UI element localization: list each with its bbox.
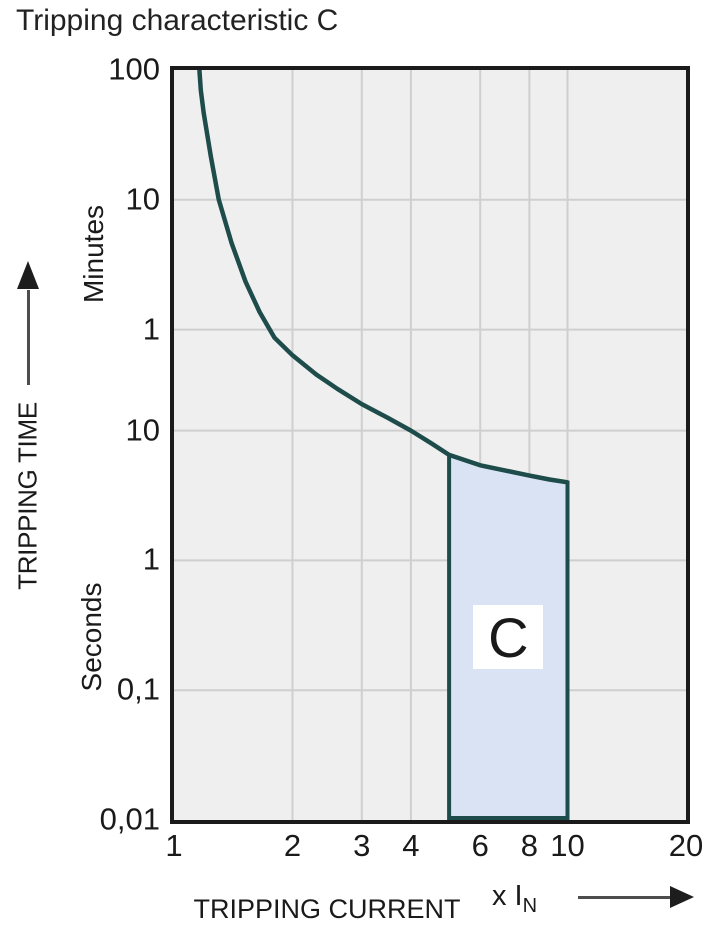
y-tick-label: 100 bbox=[108, 51, 160, 87]
x-tick-label: 2 bbox=[283, 828, 302, 863]
up-arrow-stem bbox=[27, 290, 30, 385]
x-tick-label: 3 bbox=[353, 828, 371, 863]
plot-area: C bbox=[170, 66, 690, 824]
trip-curve bbox=[197, 70, 568, 485]
y-tick-label: 0,1 bbox=[116, 671, 160, 707]
x-tick-label: 1 bbox=[165, 828, 183, 863]
x-tick-label: 4 bbox=[402, 828, 420, 863]
right-arrow-stem bbox=[578, 896, 672, 899]
region-label: C bbox=[473, 605, 544, 669]
plot-canvas bbox=[174, 70, 686, 820]
right-arrow-icon bbox=[670, 886, 694, 908]
x-tick-label: 10 bbox=[550, 828, 585, 863]
x-tick-label: 6 bbox=[471, 828, 489, 863]
x-axis-multiplier-text: x I bbox=[492, 880, 523, 912]
x-axis-multiplier-sub: N bbox=[522, 894, 538, 917]
y-tick-label: 1 bbox=[142, 541, 160, 577]
up-arrow-icon bbox=[17, 261, 39, 289]
y-axis-title: TRIPPING TIME bbox=[12, 402, 43, 590]
x-axis-title: TRIPPING CURRENT bbox=[193, 894, 461, 924]
y-axis-unit-minutes: Minutes bbox=[78, 204, 109, 304]
chart-title: Tripping characteristic C bbox=[16, 4, 339, 37]
y-tick-label: 10 bbox=[125, 181, 160, 217]
x-axis-multiplier: x IN bbox=[492, 880, 537, 918]
x-tick-label: 8 bbox=[520, 828, 539, 863]
y-tick-label: 1 bbox=[142, 310, 160, 346]
y-tick-label: 10 bbox=[125, 411, 160, 447]
y-tick-label: 0,01 bbox=[99, 801, 160, 837]
x-tick-label: 20 bbox=[668, 828, 704, 863]
y-axis-unit-seconds: Seconds bbox=[76, 582, 107, 692]
